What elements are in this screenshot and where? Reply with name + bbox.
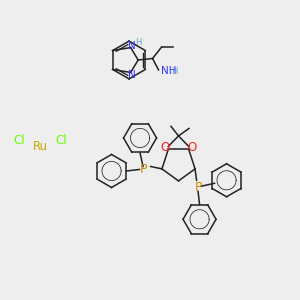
Text: Ru: Ru <box>33 140 48 153</box>
Text: NH: NH <box>161 66 176 76</box>
Text: H: H <box>171 67 178 76</box>
Text: O: O <box>188 141 197 154</box>
Text: N: N <box>128 70 135 80</box>
Text: P: P <box>194 181 202 194</box>
Text: Cl: Cl <box>56 134 67 147</box>
Text: O: O <box>160 141 170 154</box>
Text: P: P <box>139 163 147 176</box>
Text: N: N <box>128 41 136 51</box>
Text: H: H <box>135 38 141 46</box>
Text: Cl: Cl <box>14 134 25 147</box>
